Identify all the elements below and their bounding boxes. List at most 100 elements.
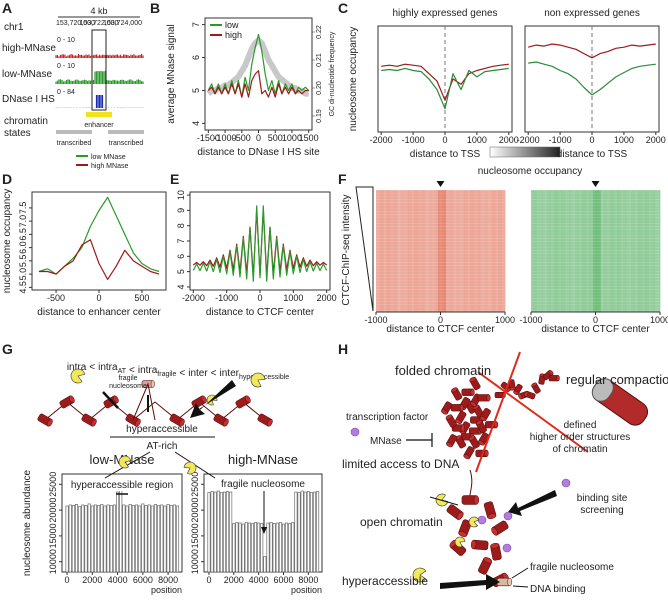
y-tick-label: 6.5 — [18, 228, 28, 241]
y-tick-label: 7.5 — [18, 202, 28, 215]
heatmap-stripe — [627, 190, 629, 312]
arrow — [102, 391, 119, 409]
nucleosome-face — [486, 394, 491, 402]
heatmap-noise — [531, 244, 660, 245]
x-tick-label: 0 — [206, 575, 211, 585]
nucleosome-face — [459, 404, 464, 412]
nucleosome-face — [470, 401, 477, 407]
y-tick-label: 15000 — [190, 523, 200, 548]
annotation: fragile nucleosome — [221, 479, 305, 490]
f-title: nucleosome occupancy — [478, 166, 583, 177]
bar — [266, 522, 270, 573]
bar — [213, 491, 217, 573]
x-tick-label: -1000 — [402, 135, 425, 145]
heatmap-noise — [376, 208, 505, 209]
y-tick-label: 20000 — [190, 498, 200, 523]
heatmap-stripe — [639, 190, 641, 312]
bar — [97, 505, 101, 573]
bar — [176, 505, 180, 573]
heatmap-noise — [376, 205, 505, 206]
heatmap-stripe — [444, 190, 446, 312]
heatmap-stripe — [531, 190, 533, 312]
state-bar — [108, 130, 144, 134]
track-range: 0 - 84 — [57, 89, 75, 96]
x-tick-label: 0 — [65, 575, 70, 585]
bar — [303, 491, 307, 573]
heatmap-noise — [376, 199, 505, 200]
heatmap-stripe — [567, 190, 569, 312]
fragile-label: fragile — [118, 375, 137, 382]
bar — [260, 523, 264, 573]
nucleosome — [213, 413, 229, 427]
heatmap-stripe — [565, 190, 567, 312]
bar — [125, 505, 129, 573]
x-tick-label: 1500 — [299, 133, 319, 143]
heatmap-noise — [376, 250, 505, 251]
nucleosome — [446, 504, 464, 520]
track-name: low-MNase — [2, 69, 52, 80]
y-axis-label: nucleosome abundance — [22, 469, 33, 576]
heatmap-noise — [376, 295, 505, 296]
heatmap-stripe — [629, 190, 631, 312]
x-tick-label: 1000 — [650, 315, 668, 325]
bar — [247, 522, 251, 573]
y2-tick-label: 0.20 — [316, 81, 323, 95]
transcription-factor — [503, 511, 513, 521]
state-label: transcribed — [57, 140, 92, 147]
h-label: folded chromatin — [395, 363, 491, 378]
h-label: fragile nucleosome — [530, 562, 614, 573]
heatmap-stripe — [645, 190, 647, 312]
heatmap-noise — [531, 259, 660, 260]
inhibit — [406, 433, 433, 447]
legend-label: low MNase — [91, 154, 126, 161]
heatmap-stripe — [390, 190, 392, 312]
heatmap-noise — [531, 223, 660, 224]
heatmap-noise — [531, 292, 660, 293]
h-label: screening — [580, 505, 623, 516]
x-tick-label: 0 — [438, 315, 443, 325]
heatmap-noise — [531, 283, 660, 284]
heatmap-stripe — [454, 190, 456, 312]
panel-label: D — [2, 171, 12, 187]
heatmap-stripe — [615, 190, 617, 312]
heatmap-noise — [531, 193, 660, 194]
x-tick-label: 2000 — [82, 575, 102, 585]
heatmap-stripe — [543, 190, 545, 312]
y-tick-label: 10000 — [190, 549, 200, 574]
bar — [282, 523, 285, 573]
heatmap-stripe — [474, 190, 476, 312]
center-marker — [591, 181, 600, 187]
center-marker — [436, 181, 445, 187]
nucleosome-face — [513, 390, 519, 395]
heatmap-noise — [376, 298, 505, 299]
mnase — [183, 461, 197, 475]
bar — [153, 504, 157, 573]
heatmap-stripe — [384, 190, 386, 312]
heatmap-noise — [376, 307, 505, 308]
bar — [313, 491, 317, 573]
heatmap-stripe — [398, 190, 400, 312]
heatmap-noise — [531, 310, 660, 311]
heatmap-stripe — [448, 190, 450, 312]
term-sub: AT — [118, 368, 127, 375]
nucleosome — [475, 420, 487, 434]
heatmap-noise — [376, 289, 505, 290]
nucleosome-face — [134, 419, 141, 427]
heatmap-noise — [376, 256, 505, 257]
y2-tick-label: 0.19 — [316, 109, 323, 123]
heatmap-stripe — [603, 190, 605, 312]
bar — [128, 504, 132, 573]
bar — [100, 504, 104, 573]
bar — [291, 522, 295, 573]
panel-label: A — [2, 0, 12, 16]
mnase — [412, 567, 427, 583]
mnase — [468, 516, 479, 528]
heatmap-noise — [376, 211, 505, 212]
bar — [157, 505, 161, 573]
nucleosome-face — [491, 527, 498, 536]
bar — [232, 523, 236, 573]
series-line — [528, 61, 656, 96]
nucleosome — [490, 542, 502, 561]
heatmap-stripe — [386, 190, 388, 312]
h-label: open chromatin — [360, 515, 443, 529]
